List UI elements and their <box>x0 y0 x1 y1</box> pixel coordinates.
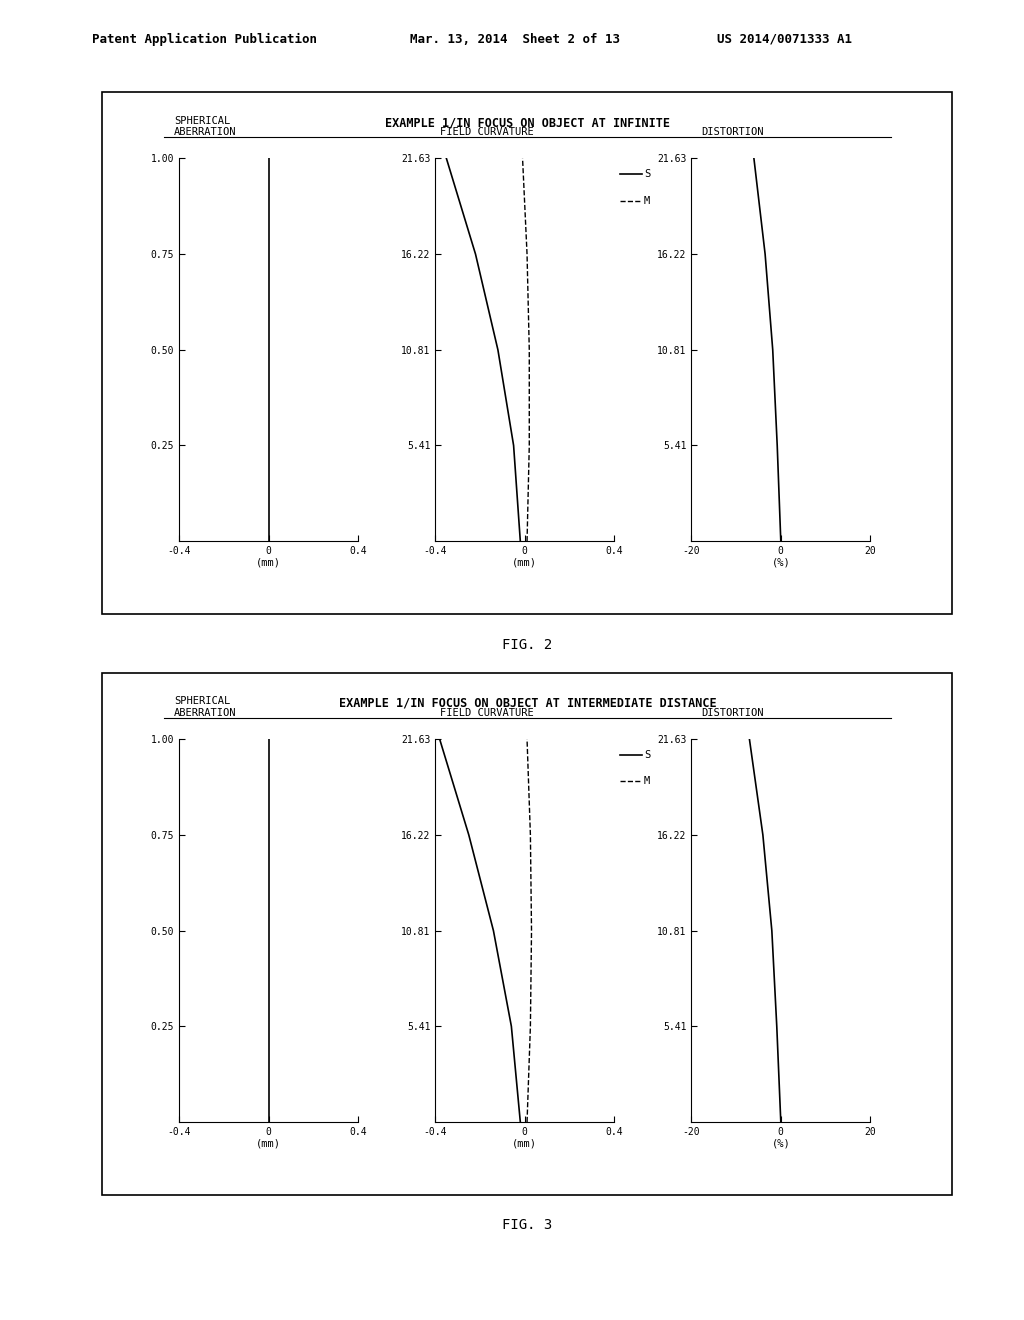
Text: FIG. 3: FIG. 3 <box>502 1218 553 1233</box>
X-axis label: (mm): (mm) <box>256 557 282 568</box>
Text: FIELD CURVATURE: FIELD CURVATURE <box>440 127 535 137</box>
X-axis label: (mm): (mm) <box>512 557 538 568</box>
Text: Patent Application Publication: Patent Application Publication <box>92 33 317 46</box>
X-axis label: (mm): (mm) <box>512 1138 538 1148</box>
Text: SPHERICAL
ABERRATION: SPHERICAL ABERRATION <box>174 697 237 718</box>
X-axis label: (%): (%) <box>771 557 791 568</box>
Text: FIG. 2: FIG. 2 <box>502 638 553 652</box>
Text: US 2014/0071333 A1: US 2014/0071333 A1 <box>717 33 852 46</box>
Text: SPHERICAL
ABERRATION: SPHERICAL ABERRATION <box>174 116 237 137</box>
Text: FIELD CURVATURE: FIELD CURVATURE <box>440 708 535 718</box>
Text: EXAMPLE 1/IN FOCUS ON OBJECT AT INTERMEDIATE DISTANCE: EXAMPLE 1/IN FOCUS ON OBJECT AT INTERMED… <box>339 697 716 710</box>
Text: S: S <box>644 169 650 180</box>
Text: M: M <box>644 776 650 787</box>
Text: Mar. 13, 2014  Sheet 2 of 13: Mar. 13, 2014 Sheet 2 of 13 <box>410 33 620 46</box>
Text: S: S <box>644 750 650 760</box>
Text: DISTORTION: DISTORTION <box>701 708 764 718</box>
Text: DISTORTION: DISTORTION <box>701 127 764 137</box>
Text: EXAMPLE 1/IN FOCUS ON OBJECT AT INFINITE: EXAMPLE 1/IN FOCUS ON OBJECT AT INFINITE <box>385 116 670 129</box>
Text: M: M <box>644 195 650 206</box>
X-axis label: (%): (%) <box>771 1138 791 1148</box>
X-axis label: (mm): (mm) <box>256 1138 282 1148</box>
